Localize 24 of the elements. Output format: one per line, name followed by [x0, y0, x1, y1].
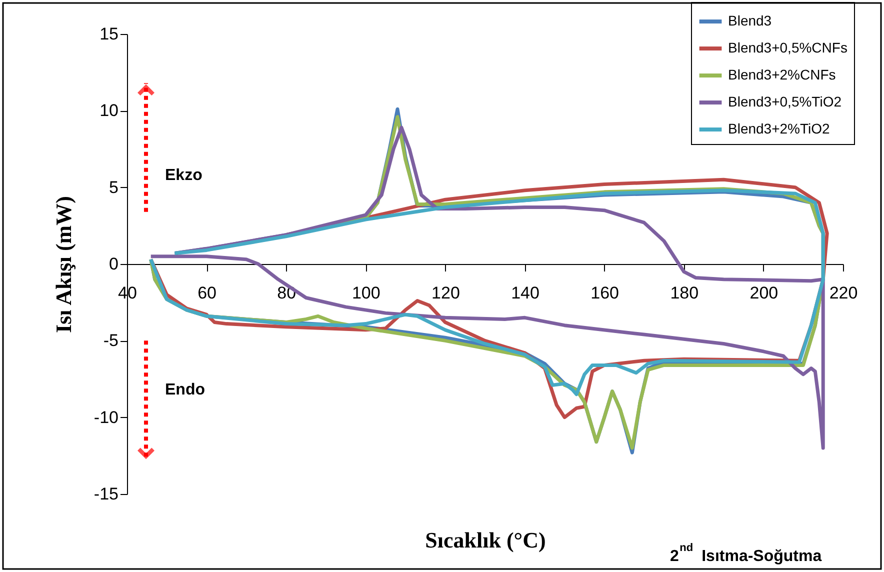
x-tick-label: 200	[750, 284, 778, 302]
x-tick-label: 100	[352, 284, 380, 302]
y-tick-label: -10	[94, 408, 118, 427]
annotation: Ekzo	[165, 167, 203, 184]
legend-label: Blend3+0,5%CNFs	[728, 40, 848, 56]
x-tick-label: 180	[670, 284, 699, 302]
y-tick-label: -15	[94, 484, 118, 504]
legend-label: Blend3	[728, 12, 772, 28]
annotation: Endo	[165, 382, 206, 399]
y-axis-title: Isı Akışı (mW)	[50, 196, 76, 333]
legend-label: Blend3+2%TiO2	[728, 120, 830, 136]
x-tick-label: 220	[829, 284, 858, 302]
y-tick-label: -5	[103, 331, 118, 350]
x-tick-label: 140	[511, 284, 540, 302]
x-axis-title: Sıcaklık (°C)	[425, 528, 546, 552]
y-tick-label: 0	[109, 254, 118, 274]
y-tick-label: 5	[109, 178, 118, 197]
legend-label: Blend3+2%CNFs	[728, 66, 836, 82]
y-tick-label: 15	[100, 24, 118, 44]
y-tick-label: 10	[100, 101, 118, 120]
x-tick-label: 160	[590, 284, 620, 302]
x-tick-label: 120	[432, 284, 460, 302]
x-tick-label: 60	[198, 284, 217, 302]
legend-label: Blend3+0,5%TiO2	[728, 94, 842, 110]
